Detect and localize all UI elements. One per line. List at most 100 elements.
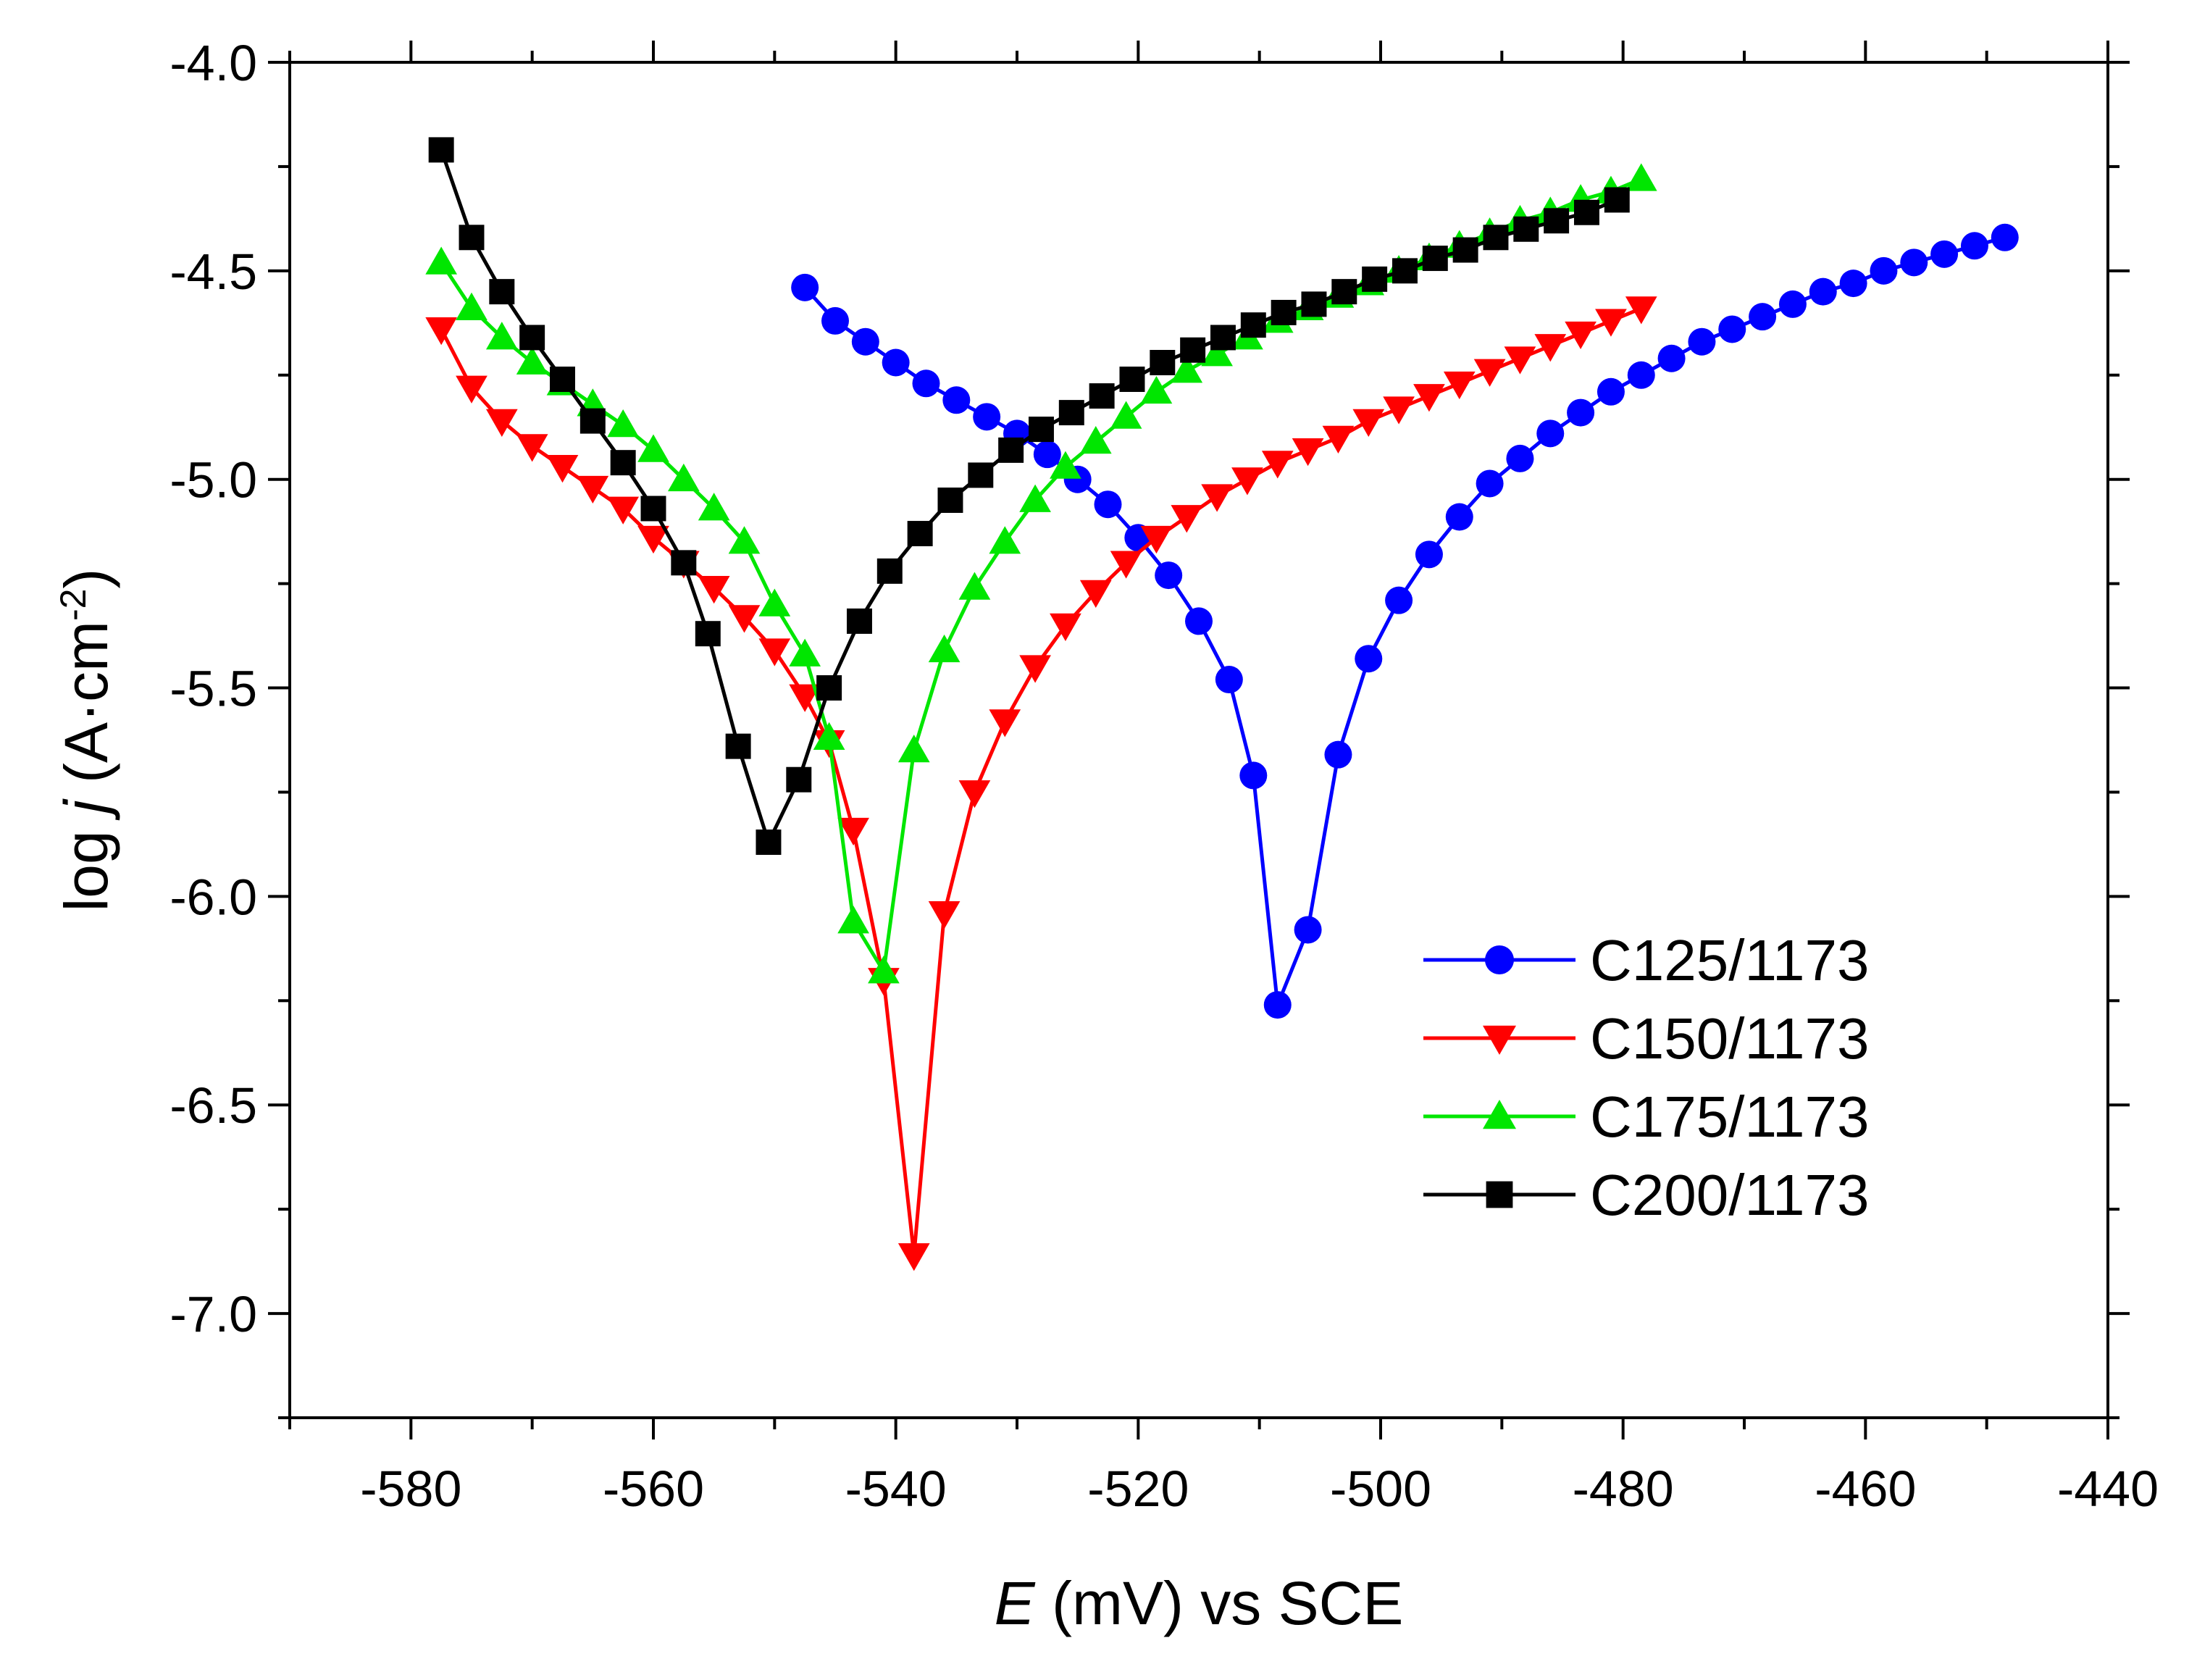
data-point-c200-1173 bbox=[756, 829, 782, 856]
data-point-c150-1173 bbox=[456, 375, 487, 404]
y-tick-label: -6.5 bbox=[170, 1077, 257, 1134]
data-point-c200-1173 bbox=[1180, 337, 1206, 363]
data-point-c125-1173 bbox=[1991, 223, 2019, 251]
legend-marker-c150-1173 bbox=[1483, 1025, 1516, 1055]
data-point-c200-1173 bbox=[1604, 187, 1630, 213]
data-point-c125-1173 bbox=[1215, 666, 1243, 694]
data-point-c125-1173 bbox=[1870, 256, 1898, 285]
data-point-c150-1173 bbox=[897, 1243, 930, 1271]
data-point-c150-1173 bbox=[698, 575, 730, 604]
data-point-c175-1173 bbox=[456, 292, 487, 321]
x-axis-title-italic: E bbox=[995, 1569, 1036, 1637]
data-point-c150-1173 bbox=[1261, 451, 1294, 479]
data-point-c150-1173 bbox=[728, 605, 761, 633]
data-point-c125-1173 bbox=[1263, 991, 1292, 1019]
series-line-c125-1173 bbox=[803, 235, 2006, 1007]
series-line-c200-1173 bbox=[439, 149, 1618, 845]
data-point-c200-1173 bbox=[671, 550, 697, 576]
data-point-c175-1173 bbox=[1140, 375, 1173, 404]
data-point-c200-1173 bbox=[907, 521, 933, 547]
data-point-c200-1173 bbox=[1240, 312, 1266, 338]
legend-marker-c200-1173 bbox=[1486, 1181, 1513, 1208]
data-point-c150-1173 bbox=[758, 638, 791, 666]
data-point-c150-1173 bbox=[989, 709, 1021, 737]
data-point-c200-1173 bbox=[1058, 400, 1084, 426]
x-tick-label: -440 bbox=[2057, 1460, 2159, 1517]
data-point-c125-1173 bbox=[1567, 398, 1595, 427]
legend-item-c150-1173: C150/1173 bbox=[1423, 1006, 1870, 1071]
data-point-c125-1173 bbox=[1900, 248, 1928, 277]
legend-label-c125-1173: C125/1173 bbox=[1590, 928, 1870, 992]
x-axis-title: E (mV) vs SCE bbox=[995, 1569, 1404, 1637]
series-c175-1173 bbox=[425, 163, 1657, 984]
data-point-c175-1173 bbox=[897, 735, 930, 763]
data-point-c125-1173 bbox=[973, 403, 1001, 431]
data-point-c175-1173 bbox=[485, 322, 518, 350]
data-point-c150-1173 bbox=[837, 817, 869, 846]
data-point-c200-1173 bbox=[725, 733, 751, 759]
data-point-c200-1173 bbox=[489, 279, 515, 305]
data-point-c175-1173 bbox=[928, 634, 961, 663]
data-point-c150-1173 bbox=[1110, 551, 1142, 579]
data-point-c200-1173 bbox=[816, 675, 842, 701]
data-point-c200-1173 bbox=[640, 496, 666, 522]
x-tick-label: -460 bbox=[1815, 1460, 1916, 1517]
data-point-c175-1173 bbox=[758, 588, 791, 617]
data-point-c150-1173 bbox=[637, 525, 669, 554]
data-point-c150-1173 bbox=[516, 434, 548, 462]
data-point-c175-1173 bbox=[837, 906, 869, 934]
y-tick-label: -4.5 bbox=[170, 243, 257, 300]
data-point-c175-1173 bbox=[989, 526, 1021, 554]
legend-item-c200-1173: C200/1173 bbox=[1423, 1163, 1870, 1227]
data-point-c150-1173 bbox=[1534, 334, 1567, 362]
y-axis-title: log j (A·cm-2) bbox=[52, 569, 120, 912]
data-point-c150-1173 bbox=[1050, 613, 1081, 642]
data-point-c200-1173 bbox=[1422, 246, 1448, 272]
data-point-c150-1173 bbox=[607, 496, 640, 525]
plot-frame bbox=[288, 61, 2109, 1419]
data-point-c150-1173 bbox=[546, 455, 579, 483]
y-axis-title-exponent: -2 bbox=[53, 589, 93, 621]
data-point-c200-1173 bbox=[1573, 199, 1599, 225]
data-point-c175-1173 bbox=[789, 638, 821, 666]
data-point-c125-1173 bbox=[1033, 440, 1061, 469]
data-point-c125-1173 bbox=[1809, 277, 1837, 306]
data-point-c125-1173 bbox=[1445, 503, 1473, 531]
legend: C125/1173 C150/1173 C175/1173 C200/1173 bbox=[1423, 928, 1870, 1227]
data-point-c200-1173 bbox=[550, 367, 575, 393]
data-point-c125-1173 bbox=[1597, 377, 1625, 406]
data-point-c200-1173 bbox=[1331, 279, 1357, 305]
data-point-c125-1173 bbox=[1094, 490, 1122, 519]
data-point-c200-1173 bbox=[1301, 291, 1327, 317]
data-point-c200-1173 bbox=[1544, 208, 1570, 234]
data-point-c200-1173 bbox=[1392, 258, 1418, 284]
data-point-c175-1173 bbox=[425, 246, 458, 275]
data-point-c200-1173 bbox=[519, 325, 545, 351]
data-point-c200-1173 bbox=[695, 621, 721, 647]
data-point-c150-1173 bbox=[1565, 321, 1597, 350]
data-point-c175-1173 bbox=[1625, 163, 1657, 191]
data-point-c150-1173 bbox=[1383, 396, 1415, 425]
data-point-c175-1173 bbox=[637, 434, 669, 462]
data-point-c125-1173 bbox=[1185, 607, 1213, 635]
data-point-c150-1173 bbox=[928, 901, 961, 929]
data-point-c200-1173 bbox=[846, 608, 872, 634]
data-point-c200-1173 bbox=[1362, 266, 1388, 292]
data-point-c125-1173 bbox=[1536, 419, 1565, 448]
data-point-c125-1173 bbox=[882, 348, 910, 377]
data-point-c125-1173 bbox=[1155, 561, 1183, 590]
data-point-c150-1173 bbox=[1292, 438, 1324, 467]
data-point-c150-1173 bbox=[1595, 309, 1627, 337]
y-axis-title-prefix: log bbox=[52, 814, 120, 911]
data-point-c200-1173 bbox=[1089, 383, 1115, 409]
data-point-c200-1173 bbox=[610, 450, 636, 476]
data-point-c125-1173 bbox=[1778, 290, 1807, 318]
data-point-c200-1173 bbox=[1271, 299, 1297, 325]
data-point-c125-1173 bbox=[1930, 240, 1959, 268]
data-point-c150-1173 bbox=[1625, 296, 1657, 325]
data-point-c150-1173 bbox=[1504, 346, 1536, 375]
data-point-c150-1173 bbox=[1140, 525, 1173, 554]
legend-label-c175-1173: C175/1173 bbox=[1590, 1085, 1870, 1149]
